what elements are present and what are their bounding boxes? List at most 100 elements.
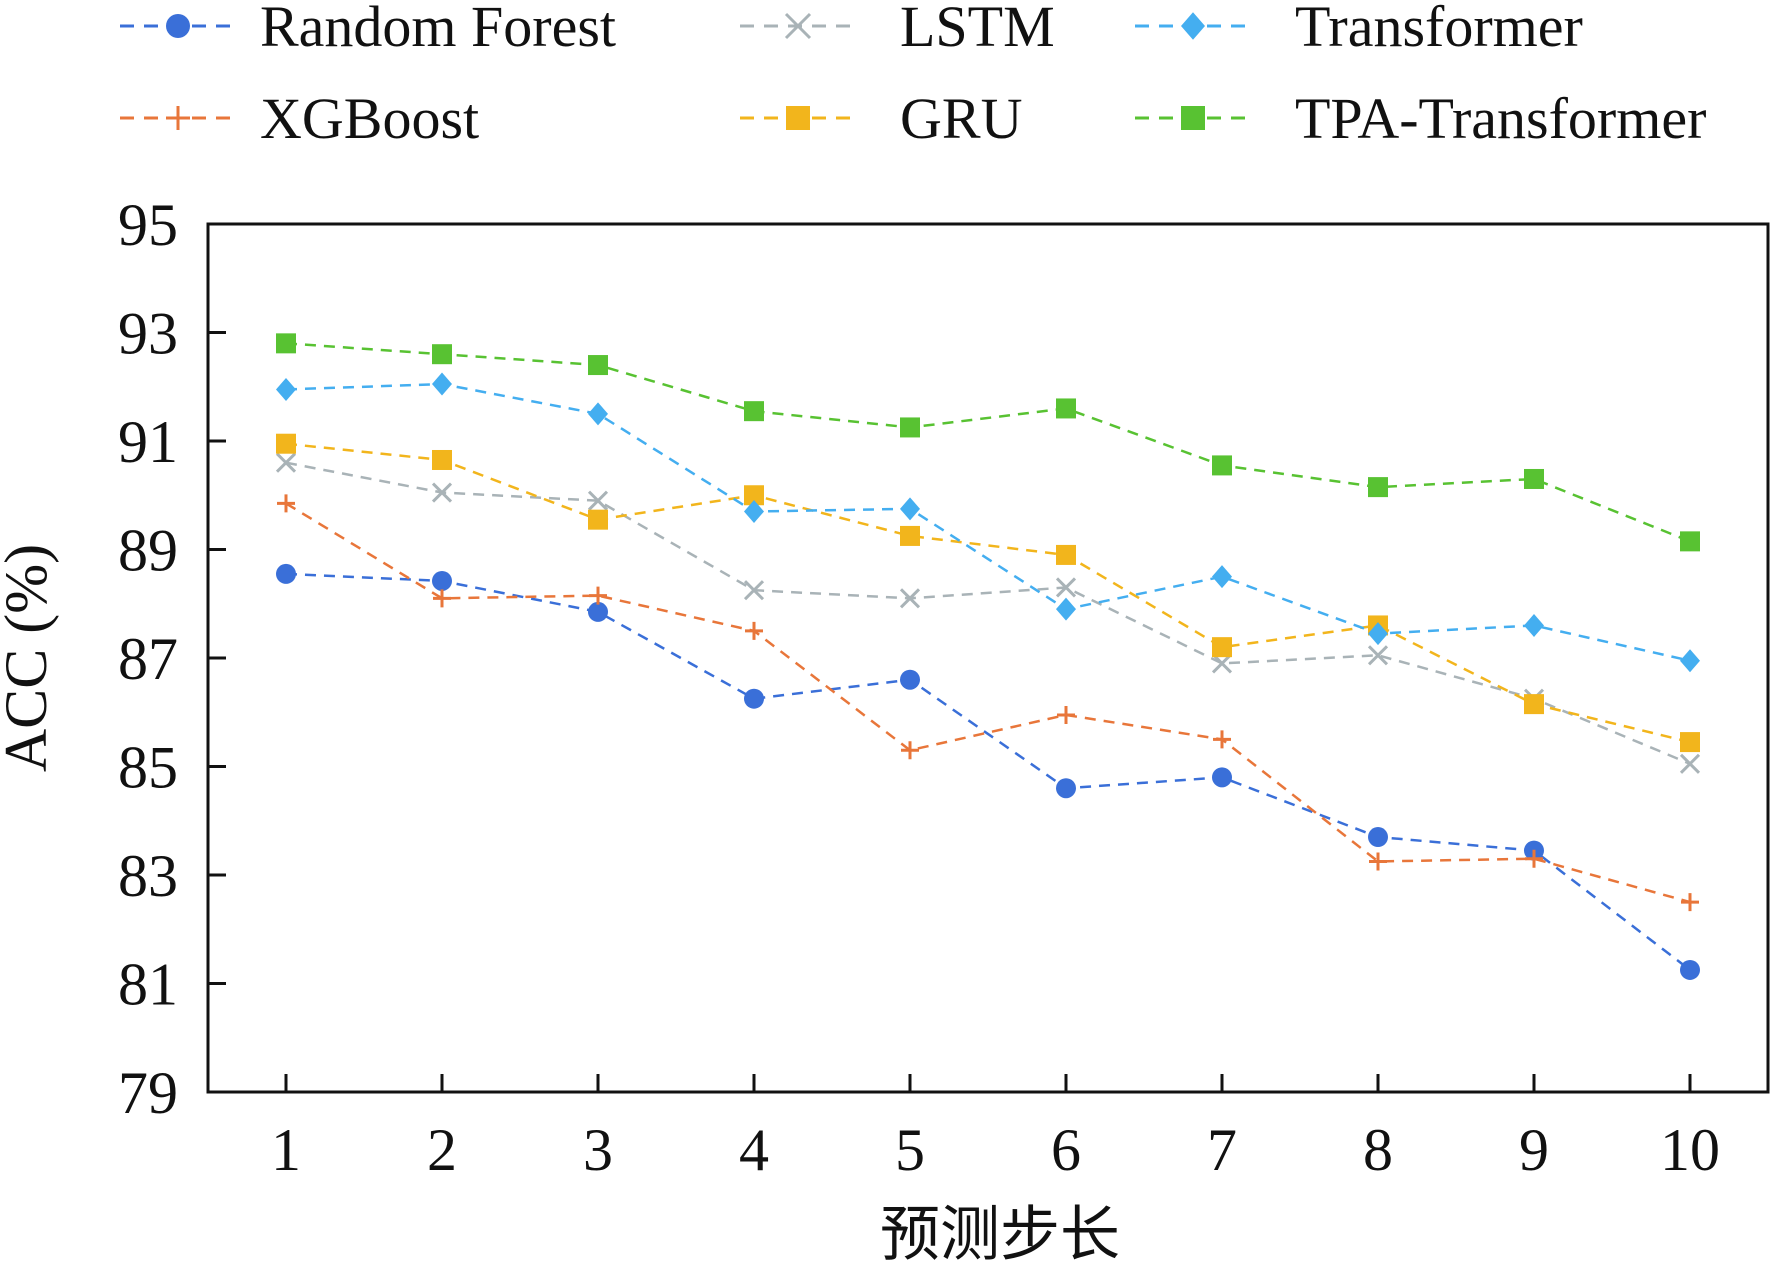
data-point xyxy=(743,580,765,601)
y-tick-label: 79 xyxy=(118,1060,178,1126)
data-point xyxy=(745,621,763,640)
data-point xyxy=(1211,653,1233,674)
y-tick-label: 93 xyxy=(118,301,178,367)
data-point xyxy=(1369,852,1387,871)
legend-item: TPA-Transformer xyxy=(1135,86,1706,151)
data-point xyxy=(1525,849,1543,868)
data-point xyxy=(744,688,764,709)
data-point xyxy=(1056,597,1076,621)
series-tpa-transformer xyxy=(276,333,1700,552)
legend-marker xyxy=(784,12,812,40)
legend-item: XGBoost xyxy=(120,86,479,151)
data-point xyxy=(1368,477,1388,498)
y-tick-label: 83 xyxy=(118,843,178,909)
series-group xyxy=(275,333,1701,980)
data-point xyxy=(900,497,920,521)
x-tick-label: 7 xyxy=(1207,1117,1237,1183)
y-tick-label: 81 xyxy=(118,952,178,1018)
data-point xyxy=(1213,730,1231,749)
data-point xyxy=(1212,767,1232,788)
legend-label: GRU xyxy=(900,86,1022,151)
data-point xyxy=(432,372,452,396)
data-point xyxy=(1524,468,1544,489)
legend-item: Random Forest xyxy=(120,0,616,59)
x-tick-label: 10 xyxy=(1660,1117,1720,1183)
x-tick-label: 1 xyxy=(271,1117,301,1183)
series-line xyxy=(285,461,1691,765)
y-tick-label: 87 xyxy=(118,626,178,692)
data-point xyxy=(276,563,296,584)
series-line xyxy=(285,442,1691,744)
data-point xyxy=(899,588,921,609)
legend-item: Transformer xyxy=(1135,0,1583,59)
y-tick-label: 91 xyxy=(118,409,178,475)
y-axis-title: ACC (%) xyxy=(0,544,59,772)
data-point xyxy=(1524,613,1544,637)
data-point xyxy=(431,482,453,503)
data-point xyxy=(744,401,764,422)
data-point xyxy=(1057,705,1075,724)
series-xgboost xyxy=(277,494,1699,912)
data-point xyxy=(1212,565,1232,589)
x-tick-label: 8 xyxy=(1363,1117,1393,1183)
y-axis: 79 81 83 85 87 89 91 93 95 xyxy=(118,192,226,1126)
data-point xyxy=(277,494,295,513)
data-point xyxy=(1056,398,1076,419)
legend-item: LSTM xyxy=(740,0,1055,59)
data-point xyxy=(432,449,452,470)
legend-marker xyxy=(1181,106,1205,130)
data-point xyxy=(1680,732,1700,753)
series-line xyxy=(285,502,1691,904)
data-point xyxy=(276,333,296,354)
series-line xyxy=(285,382,1691,662)
series-lstm xyxy=(275,452,1701,774)
data-point xyxy=(276,433,296,454)
x-axis-title: 预测步长 xyxy=(880,1202,1120,1267)
data-point xyxy=(1056,544,1076,565)
data-point xyxy=(275,452,297,473)
data-point xyxy=(1055,577,1077,598)
data-point xyxy=(1212,455,1232,476)
data-point xyxy=(588,509,608,530)
data-point xyxy=(1368,622,1388,646)
x-tick-label: 2 xyxy=(427,1117,457,1183)
data-point xyxy=(432,570,452,591)
data-point xyxy=(1056,778,1076,799)
legend-label: XGBoost xyxy=(260,86,479,151)
data-point xyxy=(588,601,608,622)
data-point xyxy=(1681,893,1699,912)
data-point xyxy=(276,377,296,401)
legend-marker xyxy=(786,106,810,130)
data-point xyxy=(900,417,920,438)
data-point xyxy=(1524,694,1544,715)
data-point xyxy=(1680,649,1700,673)
legend-label: LSTM xyxy=(900,0,1055,59)
legend-marker xyxy=(166,106,190,130)
x-tick-label: 3 xyxy=(583,1117,613,1183)
data-point xyxy=(1367,645,1389,666)
y-tick-label: 85 xyxy=(118,735,178,801)
series-transformer xyxy=(276,372,1700,673)
legend-item: GRU xyxy=(740,86,1022,151)
y-tick-label: 89 xyxy=(118,518,178,584)
legend-label: Random Forest xyxy=(260,0,616,59)
x-tick-label: 6 xyxy=(1051,1117,1081,1183)
data-point xyxy=(589,586,607,605)
data-point xyxy=(587,490,609,511)
legend-marker xyxy=(1181,12,1205,40)
data-point xyxy=(588,402,608,426)
data-point xyxy=(588,355,608,376)
x-tick-label: 9 xyxy=(1519,1117,1549,1183)
data-point xyxy=(900,525,920,546)
x-tick-label: 5 xyxy=(895,1117,925,1183)
series-line xyxy=(285,572,1691,971)
legend: Random Forest LSTM Transformer XGBoost GRU TP… xyxy=(120,0,1706,151)
data-point xyxy=(900,669,920,690)
y-tick-label: 95 xyxy=(118,192,178,258)
data-point xyxy=(1680,959,1700,980)
x-axis: 1 2 3 4 5 6 7 8 9 10 xyxy=(271,1074,1720,1183)
series-line xyxy=(285,342,1691,543)
data-point xyxy=(433,589,451,608)
